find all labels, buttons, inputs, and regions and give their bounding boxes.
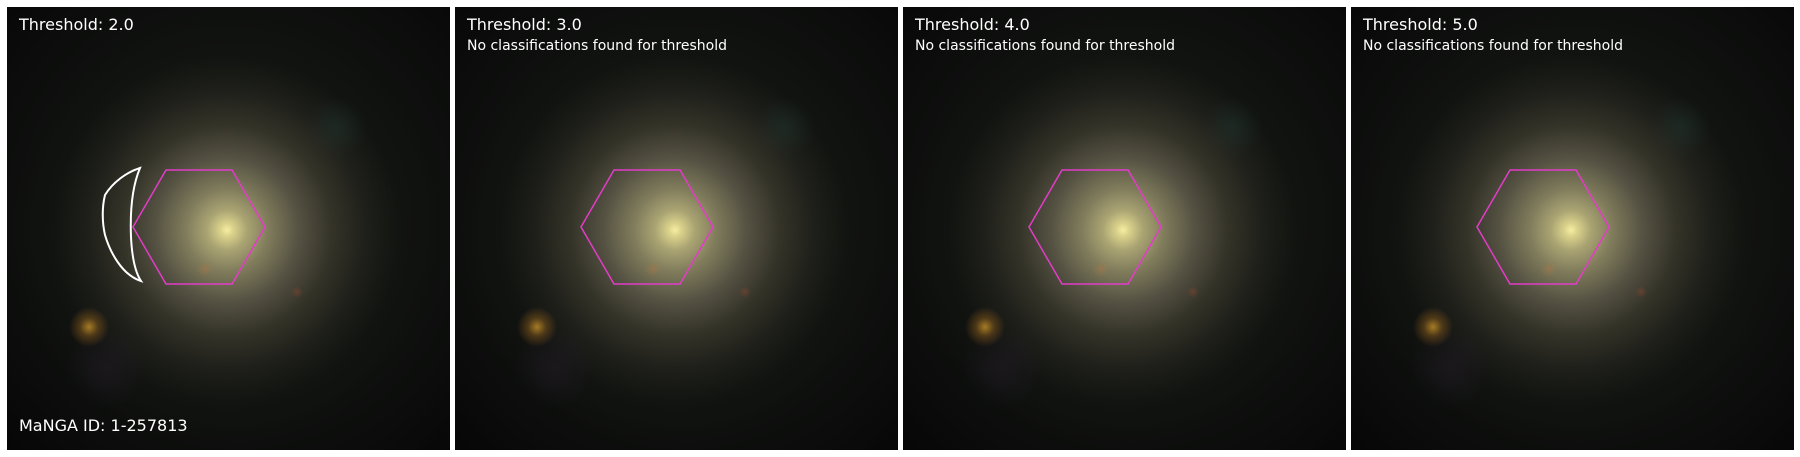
galaxy-image [455, 7, 898, 450]
panel-title: Threshold: 2.0 [19, 15, 134, 34]
galaxy-image [903, 7, 1346, 450]
overlay-layer [580, 169, 714, 285]
overlay-layer [101, 166, 266, 285]
ifu-hexagon [1476, 169, 1610, 285]
ifu-hexagon [132, 169, 266, 285]
ifu-hexagon [580, 169, 714, 285]
threshold-panel-3: Threshold: 4.0 No classifications found … [903, 7, 1346, 450]
overlay-layer [1028, 169, 1162, 285]
galaxy-image [1351, 7, 1794, 450]
threshold-panel-1: Threshold: 2.0 MaNGA ID: 1-257813 [7, 7, 450, 450]
manga-id-label: MaNGA ID: 1-257813 [19, 416, 188, 435]
panel-title: Threshold: 5.0 [1363, 15, 1478, 34]
panel-title: Threshold: 4.0 [915, 15, 1030, 34]
threshold-panel-2: Threshold: 3.0 No classifications found … [455, 7, 898, 450]
galaxy-image [7, 7, 450, 450]
ifu-hexagon [1028, 169, 1162, 285]
classification-contour [101, 166, 144, 283]
threshold-panel-4: Threshold: 5.0 No classifications found … [1351, 7, 1794, 450]
no-classifications-message: No classifications found for threshold [1363, 38, 1623, 54]
panel-title: Threshold: 3.0 [467, 15, 582, 34]
no-classifications-message: No classifications found for threshold [915, 38, 1175, 54]
overlay-layer [1476, 169, 1610, 285]
no-classifications-message: No classifications found for threshold [467, 38, 727, 54]
